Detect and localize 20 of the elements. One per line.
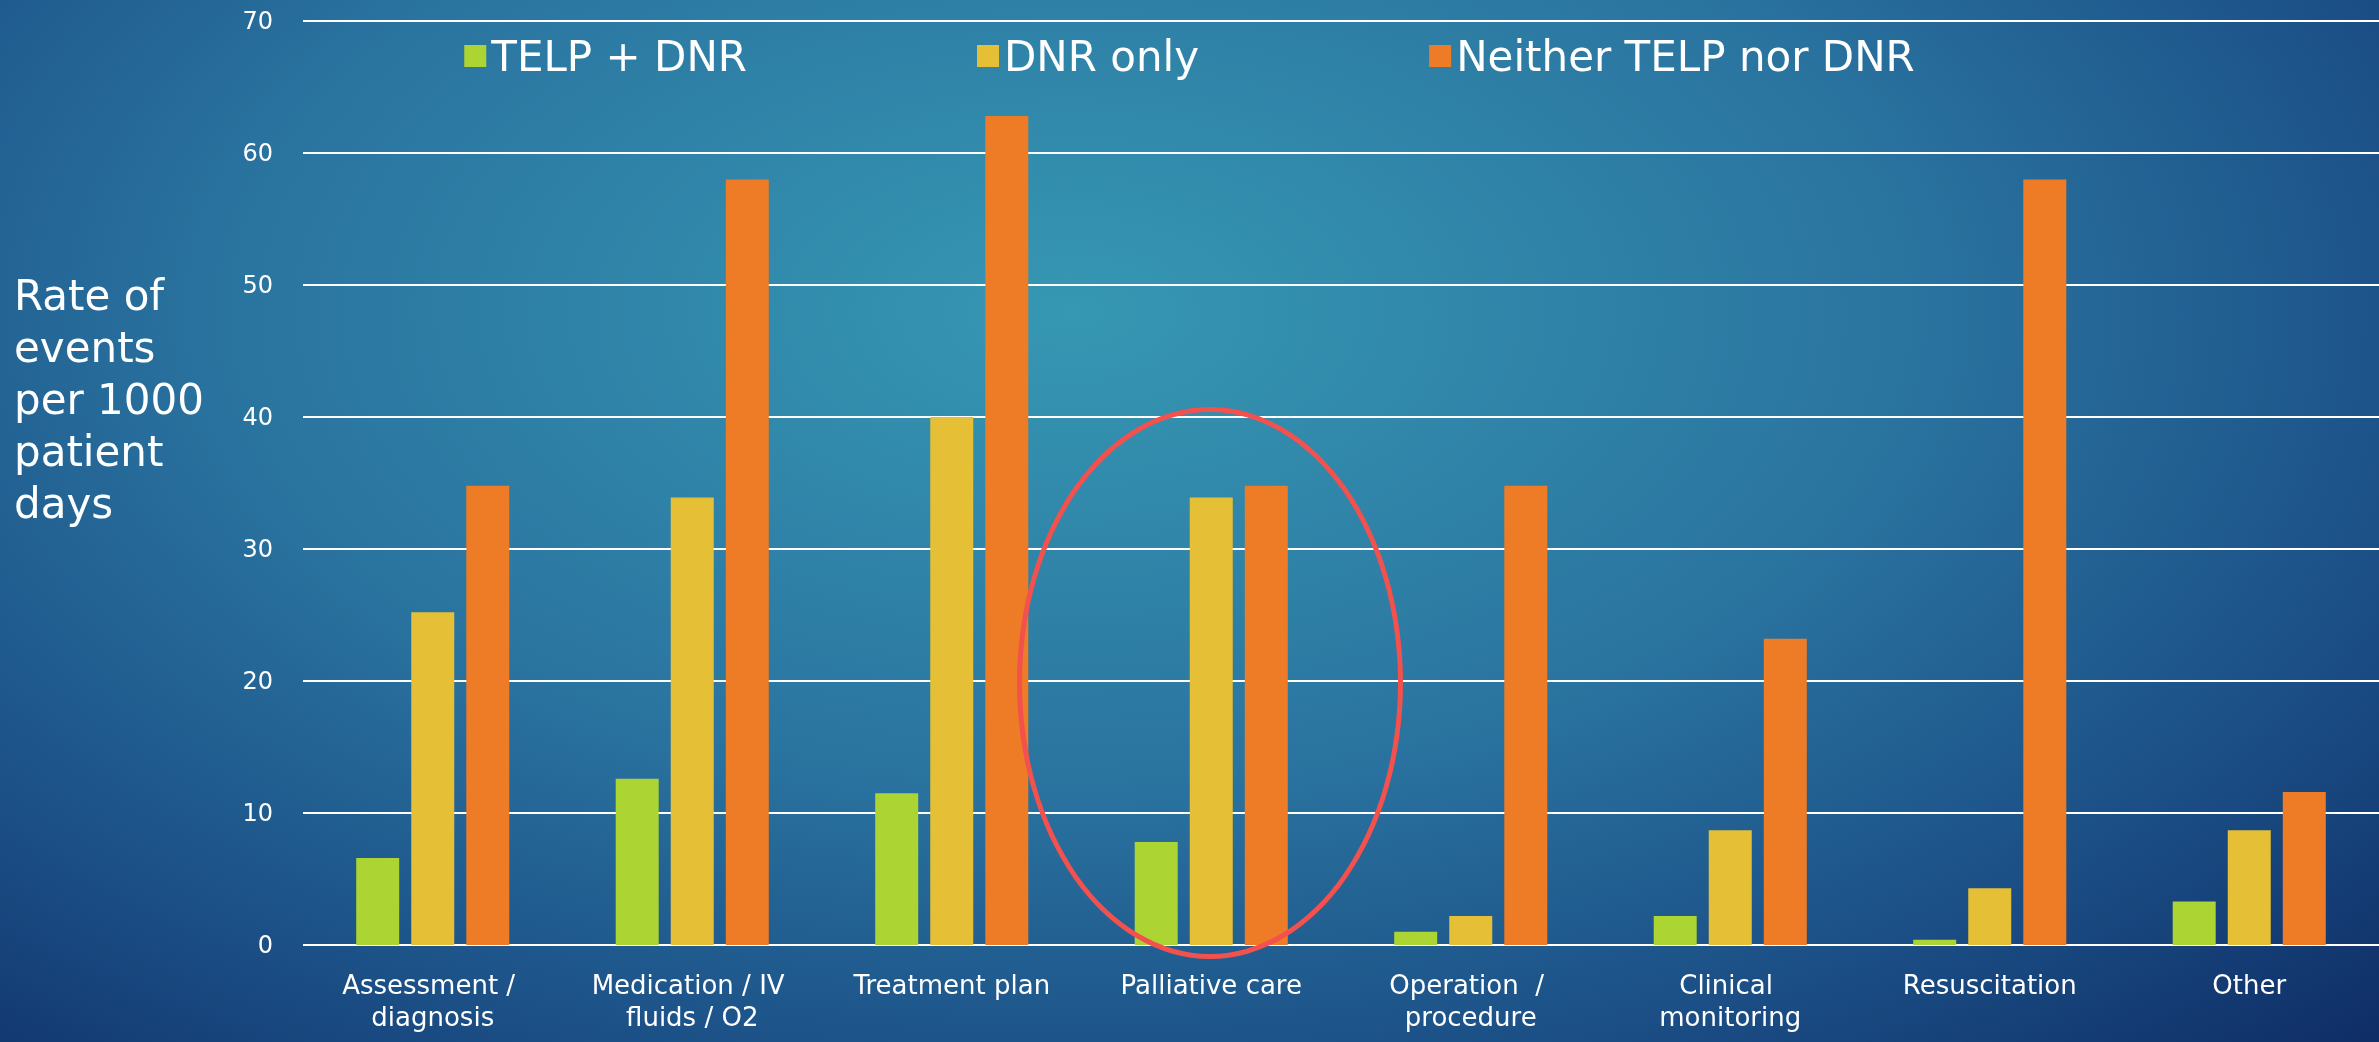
y-tick-label: 50 — [242, 271, 273, 299]
x-tick-label: Resuscitation — [1902, 970, 2077, 1000]
x-tick-label: Operation / procedure — [1389, 970, 1553, 1032]
x-tick-label: Medication / IV fluids / O2 — [591, 970, 793, 1032]
legend-label: Neither TELP nor DNR — [1456, 31, 1915, 81]
legend-label: TELP + DNR — [490, 31, 748, 81]
legend-label: DNR only — [1004, 31, 1200, 81]
x-tick-label: Treatment plan — [852, 970, 1051, 1000]
x-tick-label: Clinical monitoring — [1659, 970, 1802, 1032]
y-tick-label: 30 — [242, 535, 273, 563]
y-tick-label: 0 — [257, 931, 273, 959]
y-tick-label: 20 — [242, 667, 273, 695]
y-tick-label: 60 — [242, 139, 273, 167]
y-tick-label: 70 — [242, 7, 273, 35]
y-tick-label: 40 — [242, 403, 273, 431]
y-axis-title: Rate of events per 1000 patient days — [14, 270, 205, 530]
x-tick-label: Other — [2212, 970, 2287, 1000]
x-tick-label: Assessment / diagnosis — [342, 970, 524, 1032]
x-tick-label: Palliative care — [1120, 970, 1302, 1000]
y-tick-label: 10 — [242, 799, 273, 827]
